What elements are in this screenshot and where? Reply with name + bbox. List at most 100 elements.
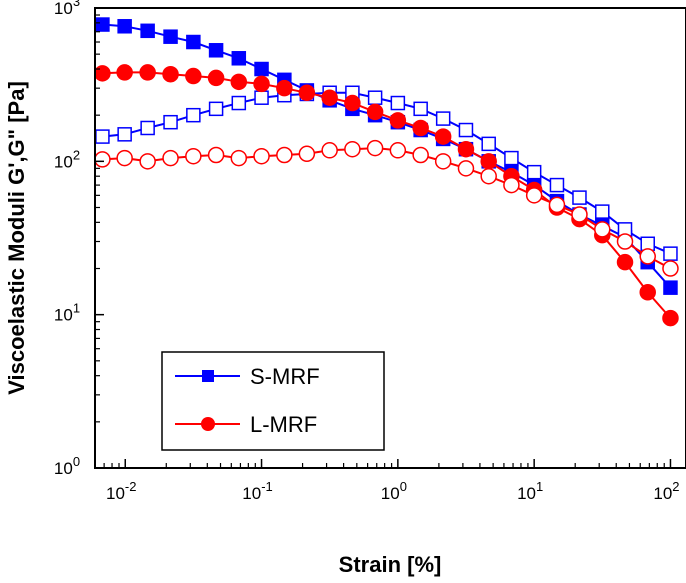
data-point xyxy=(185,67,202,85)
data-point xyxy=(94,65,111,82)
data-point xyxy=(298,145,316,163)
x-tick-label: 100 xyxy=(381,479,407,503)
data-point xyxy=(390,95,406,111)
x-tick-base: 10 xyxy=(106,484,125,503)
y-tick-label: 101 xyxy=(54,301,80,325)
data-point xyxy=(139,64,156,81)
data-point xyxy=(230,73,248,91)
y-tick-base: 10 xyxy=(54,459,73,478)
y-tick-base: 10 xyxy=(54,152,73,171)
data-point xyxy=(526,164,542,180)
data-point xyxy=(253,75,270,93)
y-tick-base: 10 xyxy=(54,0,73,18)
legend-label-l-mrf: L-MRF xyxy=(250,412,317,437)
data-point xyxy=(254,90,269,105)
data-point xyxy=(366,103,384,121)
data-point xyxy=(412,146,429,164)
data-point xyxy=(663,246,678,261)
data-point xyxy=(457,160,475,177)
x-tick-base: 10 xyxy=(381,484,400,503)
data-point xyxy=(662,309,679,327)
data-point xyxy=(639,284,656,301)
data-point xyxy=(616,233,634,250)
data-point xyxy=(525,187,543,204)
data-point xyxy=(572,190,587,205)
data-point xyxy=(140,23,155,39)
data-point xyxy=(117,127,132,142)
data-point xyxy=(95,17,110,32)
data-point xyxy=(276,79,293,97)
y-tick-exponent: 3 xyxy=(73,0,80,9)
y-tick-base: 10 xyxy=(54,306,73,325)
x-tick-exponent: 1 xyxy=(536,479,543,494)
data-point xyxy=(504,150,519,166)
data-point xyxy=(208,43,224,58)
legend-marker-l-mrf xyxy=(201,417,215,431)
data-point xyxy=(434,128,452,145)
x-tick-label: 101 xyxy=(517,479,543,503)
x-tick-base: 10 xyxy=(242,484,261,503)
data-point xyxy=(208,101,224,117)
data-point xyxy=(480,167,497,185)
data-point xyxy=(231,51,247,66)
data-point xyxy=(367,90,383,105)
legend-box xyxy=(161,351,385,451)
data-point xyxy=(94,151,111,168)
data-point xyxy=(186,34,201,50)
y-tick-exponent: 1 xyxy=(73,301,80,316)
data-point xyxy=(571,206,588,223)
y-tick-label: 103 xyxy=(54,0,80,18)
x-tick-exponent: 0 xyxy=(400,479,407,494)
data-point xyxy=(254,61,269,77)
data-point xyxy=(321,142,338,159)
data-point xyxy=(457,140,475,158)
data-point xyxy=(594,221,611,238)
x-tick-exponent: -2 xyxy=(125,479,137,494)
data-point xyxy=(344,140,361,158)
data-point xyxy=(162,149,179,167)
data-point xyxy=(435,111,451,126)
data-point xyxy=(163,114,178,130)
y-tick-exponent: 2 xyxy=(73,147,80,162)
data-point xyxy=(389,112,407,129)
data-point xyxy=(298,84,316,102)
data-point xyxy=(95,129,110,144)
data-point xyxy=(662,260,679,277)
data-point xyxy=(413,101,428,117)
series-2 xyxy=(94,64,679,327)
series-1 xyxy=(95,85,678,261)
data-point xyxy=(116,149,133,167)
series-3 xyxy=(94,139,679,277)
data-point xyxy=(389,142,407,159)
legend-marker-s-mrf xyxy=(202,370,214,382)
legend: S-MRF L-MRF xyxy=(161,351,385,451)
x-tick-base: 10 xyxy=(653,484,672,503)
data-point xyxy=(458,122,474,138)
y-tick-label: 100 xyxy=(54,454,80,478)
y-tick-label: 102 xyxy=(54,147,80,171)
y-axis-title: Viscoelastic Moduli G',G" [Pa] xyxy=(4,81,29,395)
data-point xyxy=(549,177,565,193)
data-point xyxy=(231,95,247,111)
x-tick-base: 10 xyxy=(517,484,536,503)
data-point xyxy=(434,153,452,170)
series-layer xyxy=(94,17,679,327)
data-point xyxy=(116,64,133,81)
data-point xyxy=(276,146,293,164)
data-point xyxy=(548,196,566,214)
data-point xyxy=(230,149,248,167)
x-tick-exponent: -1 xyxy=(261,479,273,494)
legend-label-s-mrf: S-MRF xyxy=(250,364,320,389)
data-point xyxy=(503,176,520,194)
y-tick-exponent: 0 xyxy=(73,454,80,469)
data-point xyxy=(253,147,270,165)
data-point xyxy=(480,153,497,170)
data-point xyxy=(117,19,132,34)
data-point xyxy=(163,29,178,44)
x-tick-label: 10-2 xyxy=(106,479,136,503)
x-tick-label: 102 xyxy=(653,479,679,503)
data-point xyxy=(321,89,338,106)
x-axis-title: Strain [%] xyxy=(339,552,442,577)
x-tick-exponent: 2 xyxy=(672,479,679,494)
